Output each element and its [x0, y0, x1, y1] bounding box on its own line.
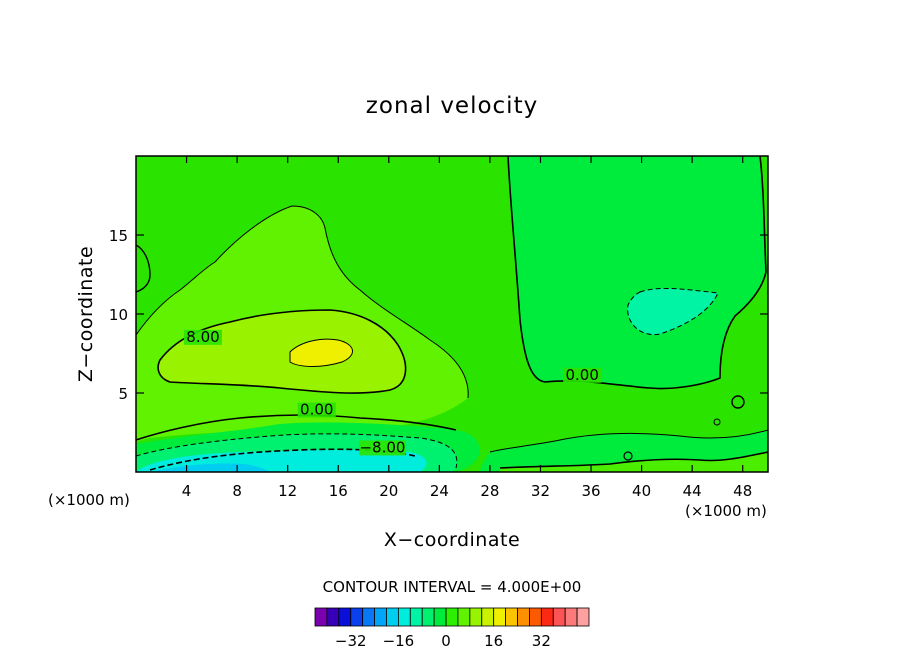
contour-label: 8.00 — [186, 328, 219, 346]
colorbar-swatch — [457, 607, 471, 627]
colorbar-swatch — [397, 607, 411, 627]
colorbar: −32 −16 0 16 32 — [314, 607, 590, 650]
y-axis: 5 10 15 — [109, 227, 768, 403]
zero-contour-lower — [136, 414, 457, 441]
colorbar-swatch — [540, 607, 554, 627]
colorbar-swatch — [362, 607, 375, 627]
x-tick-label: 16 — [329, 482, 348, 500]
colorbar-swatch — [409, 607, 423, 627]
contour-label-halo — [297, 402, 336, 418]
bottom-right-contour-thin — [489, 429, 768, 453]
colorbar-swatch — [481, 607, 495, 627]
contour-label-halo — [359, 440, 406, 456]
colorbar-swatch — [433, 607, 447, 627]
y-tick-label: 5 — [118, 385, 128, 403]
eight-contour-jet — [157, 309, 407, 394]
twelve-contour-core — [289, 338, 353, 367]
colorbar-swatch — [421, 607, 435, 627]
colorbar-swatch — [386, 607, 399, 627]
x-tick-label: 20 — [379, 482, 398, 500]
small-eddy-1 — [731, 395, 745, 409]
y-tick-label: 15 — [109, 227, 128, 245]
x-tick-label: 8 — [232, 482, 242, 500]
small-eddy-2 — [623, 451, 633, 461]
colorbar-swatch — [552, 607, 566, 627]
bottom-right-contour — [499, 451, 768, 469]
x-axis-label: X−coordinate — [384, 529, 520, 551]
contour-label-layer: 8.00 0.00 −8.00 0.00 — [183, 328, 602, 456]
x-tick-label: 36 — [581, 482, 600, 500]
colorbar-swatch — [374, 607, 387, 627]
x-tick-label: 48 — [733, 482, 752, 500]
contour-interval-label: CONTOUR INTERVAL = 4.000E+00 — [323, 578, 582, 596]
colorbar-swatch — [314, 607, 328, 627]
colorbar-swatch — [326, 607, 340, 627]
x-tick-label: 28 — [480, 482, 499, 500]
left-edge-contour — [136, 244, 151, 293]
colorbar-swatch — [529, 607, 542, 627]
colorbar-tick-label: 0 — [441, 632, 451, 650]
four-contour-jet — [136, 205, 469, 399]
colorbar-swatch — [493, 607, 507, 627]
colorbar-swatch — [576, 607, 590, 627]
colorbar-swatch — [469, 607, 483, 627]
x-tick-label: 24 — [430, 482, 449, 500]
colorbar-tick-label: 16 — [484, 632, 503, 650]
y-axis-label: Z−coordinate — [75, 246, 97, 382]
colorbar-swatch — [564, 607, 578, 627]
small-eddy-3 — [713, 418, 721, 426]
x-tick-label: 4 — [182, 482, 192, 500]
chart-title: zonal velocity — [366, 93, 538, 119]
x-tick-label: 44 — [683, 482, 702, 500]
contour-label-halo — [563, 367, 602, 383]
x-axis: 4 8 12 16 20 24 28 32 36 40 44 48 — [182, 156, 752, 500]
contour-label: −8.00 — [359, 438, 405, 456]
colorbar-swatch — [338, 607, 352, 627]
right-basin-region — [508, 156, 766, 389]
x-tick-label: 32 — [531, 482, 550, 500]
contour-line-layer — [136, 156, 768, 471]
right-negative-contour — [627, 287, 719, 336]
x-tick-label: 40 — [632, 482, 651, 500]
y-tick-label: 10 — [109, 306, 128, 324]
contour-label-halo — [183, 329, 222, 345]
colorbar-swatch — [505, 607, 518, 627]
colorbar-swatch — [517, 607, 530, 627]
zero-contour-right — [507, 156, 767, 390]
x-tick-label: 12 — [278, 482, 297, 500]
contour-label: 0.00 — [565, 366, 598, 384]
x-unit-left: (×1000 m) — [48, 491, 130, 509]
right-core-region — [627, 288, 718, 335]
colorbar-swatch — [445, 607, 459, 627]
neg-four-contour — [136, 433, 458, 469]
negative-band-deep — [150, 463, 270, 472]
contour-fill-layer — [136, 156, 768, 472]
x-unit-right: (×1000 m) — [685, 502, 767, 520]
colorbar-swatch — [350, 607, 364, 627]
colorbar-tick-label: −32 — [335, 632, 367, 650]
jet-core-region — [290, 339, 353, 367]
colorbar-tick-label: 32 — [532, 632, 551, 650]
colorbar-tick-label: −16 — [383, 632, 415, 650]
contour-label: 0.00 — [300, 401, 333, 419]
